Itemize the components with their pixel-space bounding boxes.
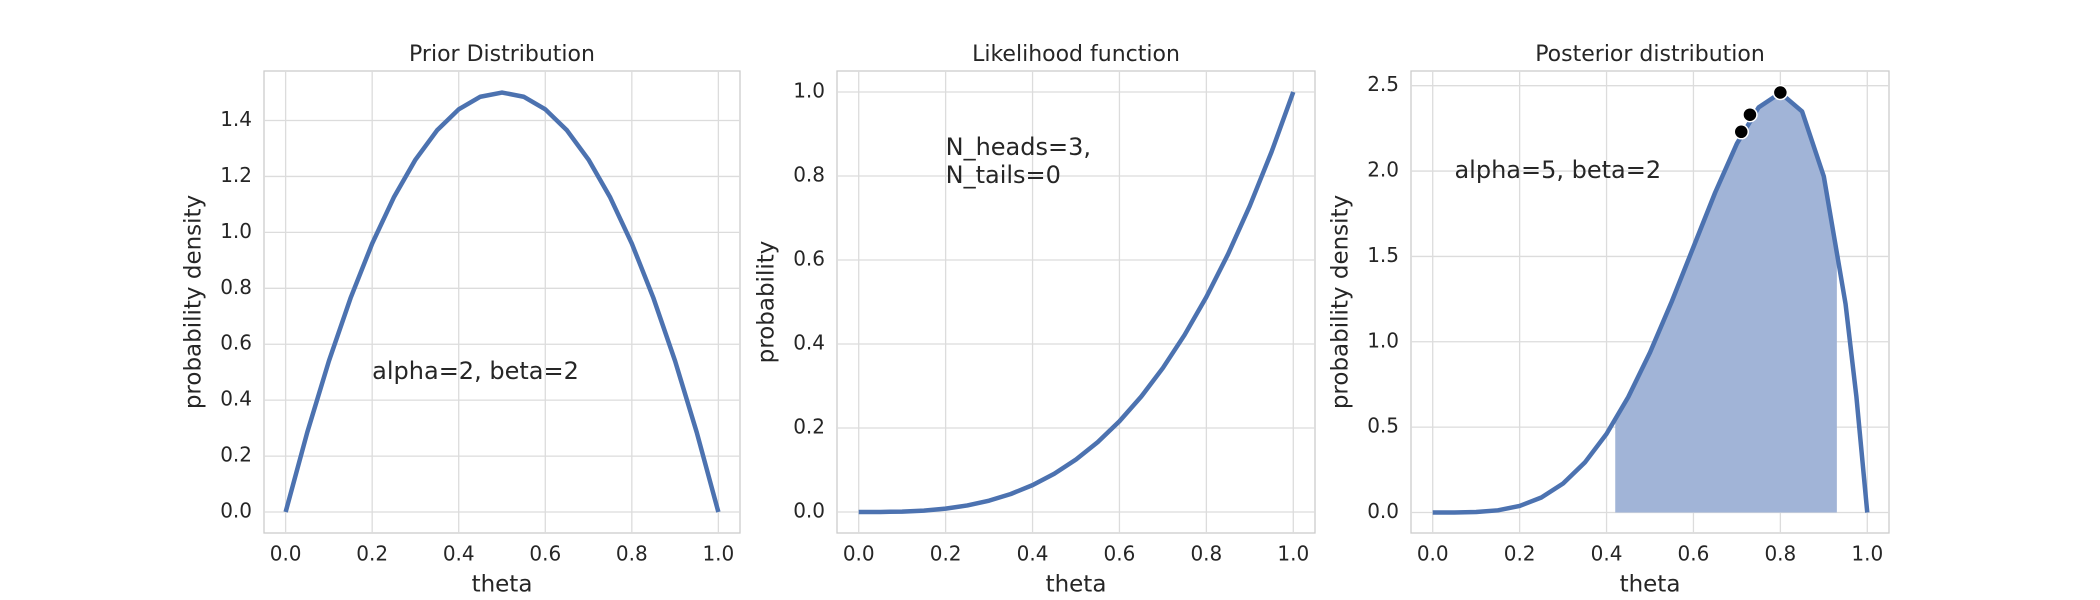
- x-tick-label: 0.4: [443, 542, 475, 566]
- y-tick-label: 1.4: [220, 107, 252, 131]
- x-tick-label: 0.2: [356, 542, 388, 566]
- x-tick-label: 0.6: [1104, 542, 1136, 566]
- y-tick-label: 0.5: [1367, 414, 1399, 438]
- y-tick-label: 0.2: [793, 415, 825, 439]
- y-tick-label: 0.4: [793, 331, 825, 355]
- credible-area: [1615, 92, 1837, 513]
- x-tick-label: 0.0: [270, 542, 302, 566]
- chart-title: Likelihood function: [972, 42, 1180, 67]
- y-tick-label: 0.8: [793, 163, 825, 187]
- subplot: 0.0 0.2 0.4 0.6 0.8 1.0 0.0 0.5 1.0 1.5 2.0 2.5 Post…: [1328, 42, 1890, 598]
- curve: [1432, 90, 1870, 515]
- subplot: 0.0 0.2 0.4 0.6 0.8 1.0 0.0 0.2 0.4 0.6 0.8 1.0 Like…: [754, 42, 1316, 598]
- plot-area: [263, 70, 741, 534]
- x-tick-label: 0.6: [529, 542, 561, 566]
- y-axis-label: probability density: [1328, 195, 1354, 409]
- y-tick-label: 0.0: [793, 499, 825, 523]
- y-tick-label: 0.8: [220, 275, 252, 299]
- x-axis-label: theta: [1620, 572, 1681, 598]
- plot-area: [836, 70, 1316, 534]
- annotation: alpha=5, beta=2: [1454, 156, 1661, 184]
- point: [1772, 84, 1789, 101]
- y-tick-label: 0.6: [793, 247, 825, 271]
- chart-title: Prior Distribution: [409, 42, 595, 67]
- x-tick-label: 0.0: [843, 542, 875, 566]
- y-tick-label: 0.0: [1367, 499, 1399, 523]
- annotation: alpha=2, beta=2: [372, 357, 579, 385]
- curve: [283, 90, 721, 513]
- y-tick-label: 0.4: [220, 387, 252, 411]
- y-tick-label: 1.0: [220, 219, 252, 243]
- x-tick-label: 0.4: [1591, 542, 1623, 566]
- y-tick-label: 0.6: [220, 331, 252, 355]
- y-tick-label: 1.0: [793, 79, 825, 103]
- x-tick-label: 0.6: [1678, 542, 1710, 566]
- y-axis-label: probability density: [181, 195, 207, 409]
- point: [1742, 106, 1758, 123]
- annotation: N_tails=0: [946, 161, 1061, 189]
- y-axis-label: probability: [754, 241, 780, 364]
- x-axis-label: theta: [472, 572, 533, 598]
- x-tick-label: 0.2: [1504, 542, 1536, 566]
- y-tick-label: 0.2: [220, 443, 252, 467]
- chart-title: Posterior distribution: [1535, 42, 1765, 67]
- y-tick-label: 1.2: [220, 163, 252, 187]
- x-tick-label: 0.8: [1190, 542, 1222, 566]
- x-tick-label: 1.0: [1851, 542, 1883, 566]
- y-tick-label: 1.0: [1367, 328, 1399, 352]
- annotation: N_heads=3,: [946, 133, 1091, 161]
- x-tick-label: 1.0: [702, 542, 734, 566]
- x-tick-label: 0.8: [616, 542, 648, 566]
- point: [1733, 124, 1750, 140]
- y-tick-label: 2.5: [1367, 72, 1399, 96]
- curve: [858, 91, 1296, 515]
- y-tick-label: 1.5: [1367, 243, 1399, 267]
- x-axis-label: theta: [1046, 572, 1107, 598]
- subplot: 0.0 0.2 0.4 0.6 0.8 1.0 0.0 0.2 0.4 0.6 0.8 1.0 1.2 1…: [181, 42, 741, 598]
- x-tick-label: 0.0: [1417, 542, 1449, 566]
- y-tick-label: 0.0: [220, 499, 252, 523]
- x-tick-label: 1.0: [1277, 542, 1309, 566]
- x-tick-label: 0.2: [930, 542, 962, 566]
- x-tick-label: 0.4: [1017, 542, 1049, 566]
- y-tick-label: 2.0: [1367, 158, 1399, 182]
- x-tick-label: 0.8: [1764, 542, 1796, 566]
